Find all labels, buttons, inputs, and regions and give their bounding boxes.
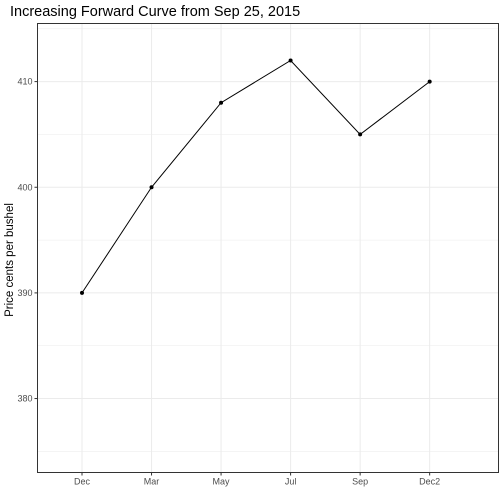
x-tick-label: Sep [352,477,368,487]
x-tick-label: Jul [285,477,297,487]
series-line-group [81,59,430,294]
x-tick-label: May [213,477,231,487]
data-points [80,58,432,295]
data-point [427,79,432,84]
x-tick-label: Dec [74,477,91,487]
panel-border [37,23,499,473]
minor-gridlines [37,28,499,452]
x-tick-label: Dec2 [419,477,440,487]
y-axis-ticks: 380 390 400 410 [17,77,38,404]
y-tick-label: 380 [17,394,32,404]
series-line [81,59,430,294]
data-point [149,185,154,190]
y-axis-label: Price cents per bushel [4,203,16,317]
y-tick-label: 410 [17,77,32,87]
y-tick-label: 400 [17,182,32,192]
data-point [80,290,84,295]
chart-title: Increasing Forward Curve from Sep 25, 20… [10,4,300,20]
major-gridlines [37,23,499,473]
data-point [219,100,224,105]
data-point [288,58,293,63]
x-tick-label: Mar [144,477,160,487]
data-point [358,132,363,137]
y-tick-label: 390 [17,288,32,298]
x-axis-ticks: Dec Mar May Jul Sep Dec2 [74,472,440,487]
